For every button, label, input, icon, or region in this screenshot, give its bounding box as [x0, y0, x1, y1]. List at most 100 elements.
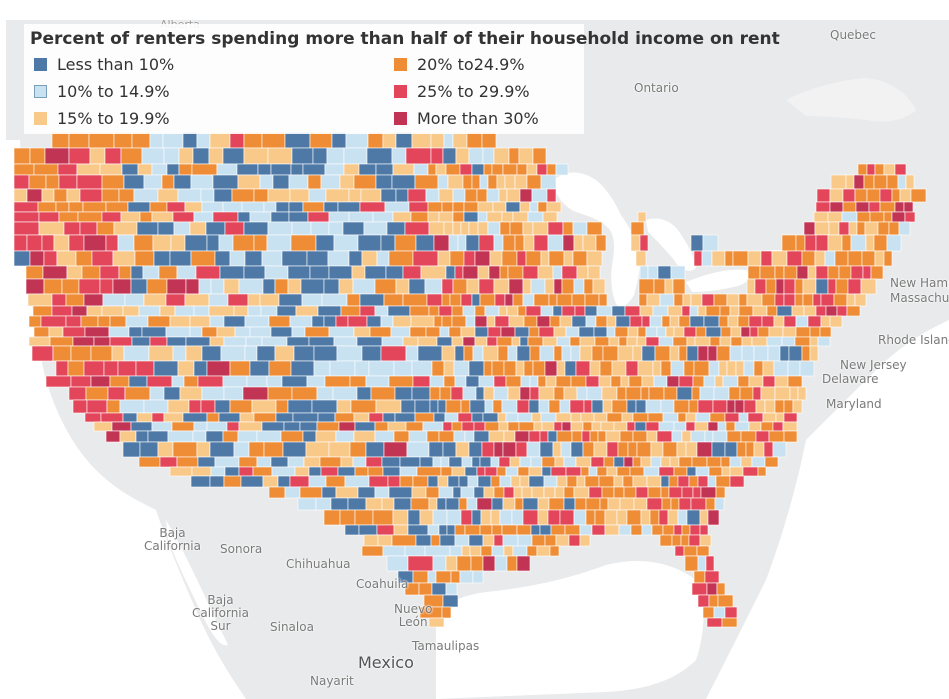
county-cell[interactable]	[33, 163, 59, 176]
county-cell[interactable]	[715, 486, 726, 499]
county-cell[interactable]	[574, 497, 587, 511]
county-cell[interactable]	[315, 497, 332, 511]
county-cell[interactable]	[545, 375, 557, 388]
county-cell[interactable]	[835, 278, 849, 295]
county-cell[interactable]	[79, 221, 98, 236]
county-cell[interactable]	[693, 570, 706, 584]
county-cell[interactable]	[272, 174, 290, 190]
county-cell[interactable]	[523, 360, 534, 377]
county-cell[interactable]	[746, 278, 756, 295]
county-cell[interactable]	[352, 456, 367, 468]
county-cell[interactable]	[635, 486, 649, 499]
county-cell[interactable]	[380, 315, 394, 328]
county-cell[interactable]	[323, 201, 339, 213]
county-cell[interactable]	[317, 412, 336, 423]
county-cell[interactable]	[713, 293, 728, 307]
county-cell[interactable]	[312, 147, 328, 165]
county-cell[interactable]	[62, 326, 86, 338]
county-cell[interactable]	[453, 430, 466, 443]
county-cell[interactable]	[888, 221, 900, 236]
county-cell[interactable]	[28, 315, 42, 328]
county-cell[interactable]	[830, 174, 847, 190]
county-cell[interactable]	[13, 250, 31, 267]
county-cell[interactable]	[869, 211, 885, 223]
county-cell[interactable]	[438, 188, 454, 203]
county-cell[interactable]	[564, 360, 577, 377]
county-cell[interactable]	[529, 201, 539, 213]
county-cell[interactable]	[641, 315, 651, 328]
county-cell[interactable]	[847, 278, 862, 295]
county-cell[interactable]	[488, 430, 505, 443]
county-cell[interactable]	[704, 430, 714, 443]
county-cell[interactable]	[762, 375, 776, 388]
county-cell[interactable]	[166, 278, 187, 295]
county-cell[interactable]	[759, 265, 776, 280]
county-cell[interactable]	[400, 399, 416, 414]
county-cell[interactable]	[458, 497, 468, 511]
county-cell[interactable]	[375, 399, 402, 414]
county-cell[interactable]	[827, 265, 840, 280]
county-cell[interactable]	[755, 430, 770, 443]
county-cell[interactable]	[471, 163, 485, 176]
county-cell[interactable]	[360, 188, 382, 203]
county-cell[interactable]	[479, 524, 493, 536]
county-cell[interactable]	[240, 475, 264, 488]
county-cell[interactable]	[399, 475, 414, 488]
county-cell[interactable]	[647, 412, 664, 423]
county-cell[interactable]	[382, 412, 396, 423]
county-cell[interactable]	[585, 497, 601, 511]
county-cell[interactable]	[128, 375, 148, 388]
county-cell[interactable]	[493, 534, 504, 547]
county-cell[interactable]	[774, 399, 785, 414]
county-cell[interactable]	[550, 466, 567, 477]
county-cell[interactable]	[439, 326, 450, 338]
county-cell[interactable]	[313, 360, 331, 377]
county-cell[interactable]	[405, 147, 432, 165]
county-cell[interactable]	[393, 430, 410, 443]
county-cell[interactable]	[717, 421, 727, 432]
county-cell[interactable]	[501, 211, 514, 223]
county-cell[interactable]	[465, 234, 480, 252]
county-cell[interactable]	[149, 201, 168, 213]
county-cell[interactable]	[813, 211, 829, 223]
county-cell[interactable]	[417, 345, 443, 362]
county-cell[interactable]	[605, 430, 621, 443]
county-cell[interactable]	[229, 250, 246, 267]
county-cell[interactable]	[487, 221, 501, 236]
county-cell[interactable]	[531, 412, 542, 423]
county-cell[interactable]	[464, 188, 478, 203]
county-cell[interactable]	[96, 221, 115, 236]
county-cell[interactable]	[387, 421, 407, 432]
county-cell[interactable]	[361, 345, 382, 362]
county-cell[interactable]	[653, 375, 668, 388]
county-cell[interactable]	[533, 421, 543, 432]
county-cell[interactable]	[672, 278, 686, 295]
county-cell[interactable]	[433, 234, 450, 252]
county-cell[interactable]	[324, 163, 345, 176]
county-cell[interactable]	[177, 188, 202, 203]
county-cell[interactable]	[649, 315, 663, 328]
county-cell[interactable]	[137, 163, 153, 176]
county-cell[interactable]	[788, 345, 803, 362]
county-cell[interactable]	[220, 345, 246, 362]
county-cell[interactable]	[688, 399, 699, 414]
county-cell[interactable]	[568, 534, 581, 547]
county-cell[interactable]	[83, 293, 104, 307]
county-cell[interactable]	[650, 456, 662, 468]
county-cell[interactable]	[58, 211, 79, 223]
county-cell[interactable]	[680, 534, 690, 547]
county-cell[interactable]	[484, 466, 498, 477]
county-cell[interactable]	[493, 234, 504, 252]
county-cell[interactable]	[673, 293, 684, 307]
county-cell[interactable]	[506, 305, 519, 317]
county-cell[interactable]	[499, 475, 512, 488]
county-cell[interactable]	[702, 606, 715, 619]
county-cell[interactable]	[763, 441, 774, 458]
county-cell[interactable]	[782, 421, 798, 432]
county-cell[interactable]	[724, 250, 734, 267]
county-cell[interactable]	[412, 570, 429, 584]
county-cell[interactable]	[684, 555, 699, 572]
county-cell[interactable]	[392, 315, 412, 328]
county-cell[interactable]	[159, 305, 176, 317]
county-cell[interactable]	[287, 456, 305, 468]
